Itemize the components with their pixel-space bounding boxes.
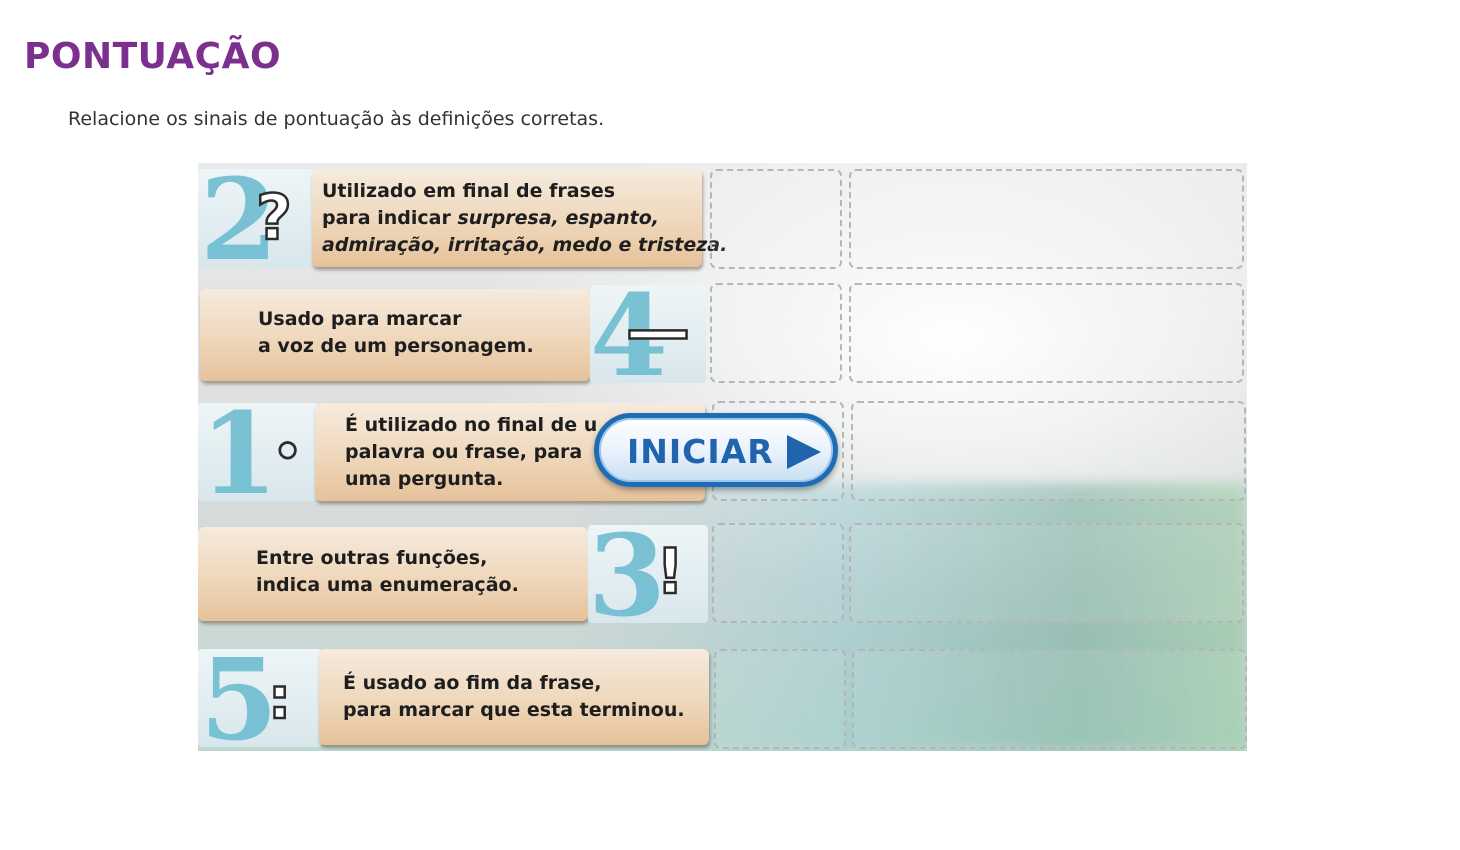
symbol-tile-2[interactable]: 2 ? [198,169,314,267]
activity-row-2: Usado para marcar a voz de um personagem… [198,281,1247,389]
definition-line-italic: surpresa, espanto, [457,207,659,229]
tile-number: 1 [200,403,278,501]
definition-line: É utilizado no final de u [345,414,598,436]
activity-stage: 2 ? Utilizado em final de frases para in… [198,163,1247,751]
drop-slot-symbol-4[interactable] [712,523,844,623]
definition-card-2[interactable]: Usado para marcar a voz de um personagem… [200,289,590,381]
definition-text: É utilizado no final de u palavra ou fra… [345,412,597,493]
page-title: PONTUAÇÃO [24,36,282,77]
activity-row-5: 5 : É usado ao fim da frase, para marcar… [198,643,1247,751]
symbol-tile-5[interactable]: 5 : [198,649,322,747]
tile-number: 2 [200,169,278,267]
definition-text: Usado para marcar a voz de um personagem… [258,306,534,360]
definition-line: Entre outras funções, [256,547,488,569]
activity-row-4: Entre outras funções, indica uma enumera… [198,519,1247,627]
drop-slot-symbol-1[interactable] [710,169,842,269]
definition-line: a voz de um personagem. [258,335,534,357]
drop-slot-symbol-2[interactable] [710,283,842,383]
definition-text: Utilizado em final de frases para indica… [322,178,727,259]
definition-card-5[interactable]: É usado ao fim da frase, para marcar que… [319,649,709,745]
activity-row-1: 2 ? Utilizado em final de frases para in… [198,163,1247,271]
exclamation-mark-icon: ! [655,535,686,608]
instruction-text: Relacione os sinais de pontuação às defi… [68,108,605,130]
tile-number: 5 [200,649,278,747]
symbol-tile-1[interactable]: 1 ○ [198,403,318,501]
start-button-label: INICIAR [627,432,774,471]
drop-slot-definition-3[interactable] [851,401,1246,501]
definition-line: uma pergunta. [345,468,504,490]
question-mark-icon: ? [255,181,293,254]
definition-line: Utilizado em final de frases [322,180,616,202]
drop-slot-definition-1[interactable] [849,169,1244,269]
drop-slot-definition-2[interactable] [849,283,1244,383]
definition-line: palavra ou frase, para [345,441,583,463]
symbol-tile-3[interactable]: 3 ! [588,525,708,623]
drop-slot-symbol-5[interactable] [714,649,846,749]
definition-line: para marcar que esta terminou. [343,699,685,721]
dash-icon: — [625,294,692,368]
tile-number: 4 [590,285,668,383]
play-arrow-icon [787,435,821,469]
drop-slot-definition-5[interactable] [852,649,1247,749]
definition-line-italic: admiração, irritação, medo e tristeza. [322,234,728,256]
symbol-tile-4[interactable]: 4 — [590,285,706,383]
drop-slot-definition-4[interactable] [849,523,1244,623]
tile-number: 3 [588,525,666,623]
definition-card-1[interactable]: Utilizado em final de frases para indica… [312,169,727,267]
definition-card-4[interactable]: Entre outras funções, indica uma enumera… [198,527,588,621]
definition-line: Usado para marcar [258,308,462,330]
definition-line: para indicar [322,207,458,229]
definition-line: É usado ao fim da frase, [343,672,602,694]
colon-icon: : [267,664,293,732]
definition-line: indica uma enumeração. [256,574,519,596]
period-icon: ○ [277,437,298,462]
definition-text: Entre outras funções, indica uma enumera… [256,545,519,599]
start-button[interactable]: INICIAR [594,413,838,487]
definition-text: É usado ao fim da frase, para marcar que… [343,670,685,724]
